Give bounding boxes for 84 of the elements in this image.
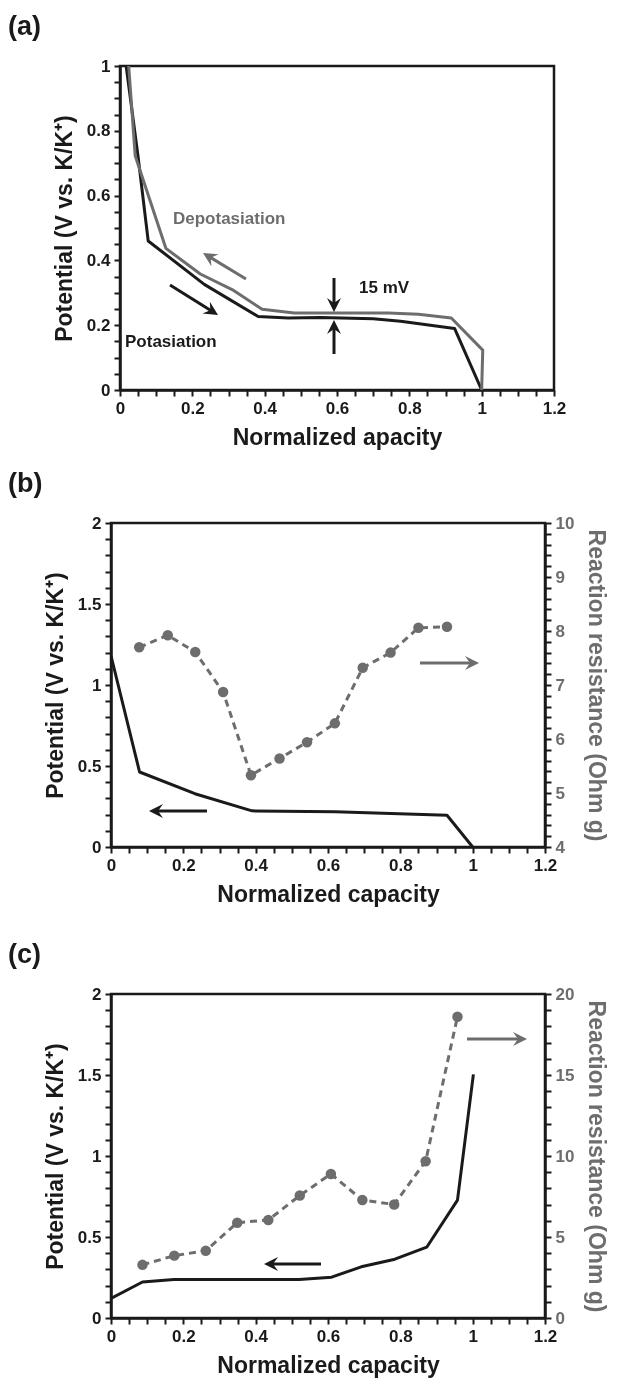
y2-tick-label: 20	[555, 984, 575, 1004]
y-tick-label: 0.2	[86, 315, 111, 335]
y2-tick-label: 5	[555, 783, 565, 803]
y-axis-title: Potential (V vs. K/K⁺)	[41, 1043, 68, 1270]
point	[388, 1199, 400, 1210]
x-tick-label: 0.4	[244, 855, 269, 875]
x-tick-label: 0.6	[325, 398, 350, 418]
point	[274, 753, 285, 764]
point	[162, 630, 174, 641]
x-tick-label: 0.4	[244, 1326, 269, 1346]
y-tick-label: 0.8	[86, 121, 111, 141]
point	[245, 769, 257, 781]
point	[329, 718, 341, 729]
y-tick-label: 0	[101, 380, 111, 400]
point	[133, 641, 145, 653]
x-tick-label: 0.8	[389, 855, 413, 875]
y2-axis-title: Reaction resistance (Ohm g)	[584, 1000, 611, 1313]
x-tick-label: 0.4	[253, 398, 278, 418]
y-tick-label: 1.5	[77, 594, 102, 614]
y-tick-label: 0	[92, 837, 102, 857]
x-axis-title: Normalized capacity	[217, 1351, 440, 1378]
x-tick-label: 1.2	[533, 855, 558, 875]
annotation: 15 mV	[359, 278, 410, 298]
y-tick-label: 0	[92, 1308, 102, 1328]
y2-tick-label: 7	[555, 675, 565, 695]
y-tick-label: 1	[92, 675, 102, 695]
x-tick-label: 1.2	[533, 1326, 558, 1346]
chart-title: (c)	[8, 939, 41, 969]
x-tick-label: 0	[115, 398, 126, 418]
point	[420, 1155, 431, 1167]
point	[357, 662, 368, 673]
point	[413, 622, 424, 633]
y2-tick-label: 9	[555, 567, 565, 587]
x-tick-label: 0.2	[172, 855, 196, 875]
y2-tick-label: 0	[555, 1308, 565, 1328]
point	[231, 1217, 243, 1228]
x-tick-label: 1	[477, 398, 487, 418]
x-tick-label: 0.6	[316, 855, 341, 875]
y-tick-label: 2	[92, 984, 102, 1004]
x-tick-label: 0.8	[389, 1326, 413, 1346]
y-tick-label: 0.6	[86, 186, 111, 206]
point	[169, 1250, 180, 1261]
y2-tick-label: 10	[555, 1146, 575, 1166]
legend-label: Potasiation	[125, 332, 217, 351]
x-tick-label: 0.6	[316, 1326, 341, 1346]
point	[294, 1190, 306, 1201]
point	[357, 1194, 368, 1206]
point	[385, 647, 396, 658]
x-axis-title: Normalized capacity	[217, 880, 440, 907]
x-tick-label: 1	[468, 855, 478, 875]
point	[301, 737, 313, 748]
y-tick-label: 1	[92, 1146, 102, 1166]
point	[441, 621, 453, 632]
y-axis-title: Potential (V vs. K/K⁺)	[50, 115, 77, 342]
y-tick-label: 0.5	[77, 1227, 102, 1247]
point	[137, 1259, 148, 1271]
y2-tick-label: 15	[555, 1065, 575, 1085]
chart-title: (b)	[8, 468, 43, 498]
chart-title: (a)	[8, 11, 41, 41]
y2-tick-label: 8	[555, 621, 565, 641]
y-tick-label: 1	[101, 56, 111, 76]
point	[325, 1168, 337, 1180]
x-tick-label: 1	[468, 1326, 478, 1346]
point	[190, 646, 201, 658]
x-tick-label: 1.2	[542, 398, 567, 418]
y-tick-label: 0.4	[86, 250, 112, 270]
y-tick-label: 2	[92, 513, 102, 533]
x-axis-title: Normalized apacity	[232, 423, 443, 450]
x-tick-label: 0.2	[172, 1326, 196, 1346]
y2-tick-label: 4	[555, 837, 566, 857]
y-axis-title: Potential (V vs. K/K⁺)	[41, 572, 68, 799]
y-tick-label: 0.5	[77, 756, 102, 776]
y2-tick-label: 10	[555, 513, 575, 533]
point	[263, 1214, 274, 1226]
y2-tick-label: 6	[555, 729, 565, 749]
point	[452, 1011, 463, 1022]
y2-tick-label: 5	[555, 1227, 565, 1247]
y-tick-label: 1.5	[77, 1065, 102, 1085]
y2-axis-title: Reaction resistance (Ohm g)	[584, 529, 611, 842]
x-tick-label: 0.8	[398, 398, 422, 418]
point	[200, 1245, 211, 1256]
x-tick-label: 0.2	[181, 398, 205, 418]
point	[217, 686, 229, 698]
series-label: Depotasiation	[173, 209, 286, 228]
